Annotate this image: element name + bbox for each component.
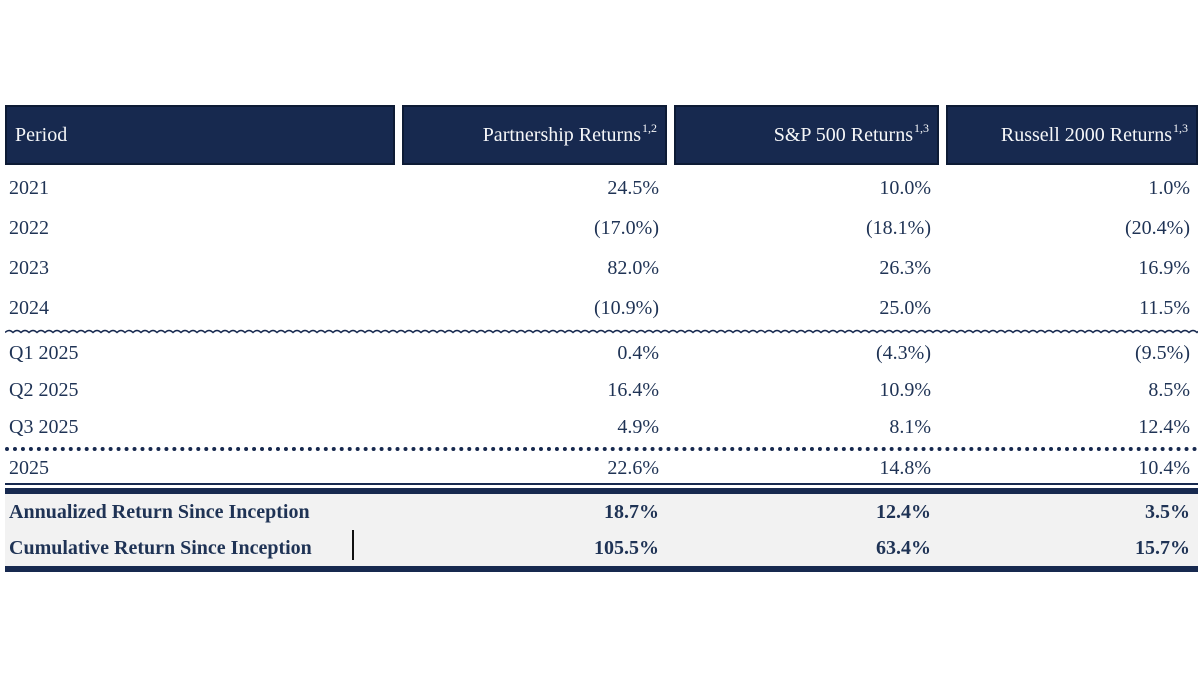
sp500-cell: (4.3%) (876, 342, 931, 364)
russell2000-cell: 8.5% (1148, 379, 1190, 401)
column-header-period: Period (5, 105, 395, 165)
partnership-cell: 0.4% (617, 342, 659, 364)
russell2000-cell: (20.4%) (1125, 216, 1190, 239)
column-header-russell2000-returns: Russell 2000 Returns 1,3 (946, 105, 1198, 165)
russell2000-cell: 3.5% (1145, 500, 1190, 523)
period-cell: 2024 (9, 296, 49, 319)
sp500-cell: 8.1% (889, 416, 931, 438)
period-cell: Q1 2025 (9, 342, 79, 364)
table-row: Q1 2025 0.4% (4.3%) (9.5%) (5, 335, 1198, 372)
russell2000-cell: 12.4% (1138, 416, 1190, 438)
table-row: Q2 2025 16.4% 10.9% 8.5% (5, 372, 1198, 409)
russell2000-cell: 10.4% (1138, 456, 1190, 479)
column-header-partnership-returns: Partnership Returns 1,2 (402, 105, 667, 165)
partnership-cell: (10.9%) (594, 296, 659, 319)
sp500-cell: 10.0% (879, 176, 931, 199)
column-header-label: Period (15, 123, 68, 146)
column-header-label: Russell 2000 Returns (1000, 123, 1172, 146)
table-header-row: Period Partnership Returns 1,2 S&P 500 Re… (5, 105, 1198, 165)
sp500-cell: (18.1%) (866, 216, 931, 239)
partnership-cell: 22.6% (607, 456, 659, 479)
table-row-annualized: Annualized Return Since Inception 18.7% … (5, 494, 1198, 530)
table-row: 2021 24.5% 10.0% 1.0% (5, 168, 1198, 208)
table-row: 2023 82.0% 26.3% 16.9% (5, 248, 1198, 288)
partnership-cell: 4.9% (617, 416, 659, 438)
period-cell: 2022 (9, 216, 49, 239)
summary-section: Annualized Return Since Inception 18.7% … (5, 494, 1198, 566)
period-cell: Cumulative Return Since Inception (9, 536, 312, 559)
partnership-cell: 16.4% (607, 379, 659, 401)
period-cell: 2025 (9, 456, 49, 479)
russell2000-cell: 16.9% (1138, 256, 1190, 279)
sp500-cell: 25.0% (879, 296, 931, 319)
table-row-ytd: 2025 22.6% 14.8% 10.4% (5, 453, 1198, 483)
table-row: 2022 (17.0%) (18.1%) (20.4%) (5, 208, 1198, 248)
returns-table: Period Partnership Returns 1,2 S&P 500 Re… (4, 105, 1200, 572)
sp500-cell: 10.9% (879, 379, 931, 401)
period-cell: 2021 (9, 176, 49, 199)
russell2000-cell: 11.5% (1139, 296, 1190, 319)
text-cursor (352, 530, 354, 560)
russell2000-cell: 1.0% (1148, 176, 1190, 199)
table-row: Q3 2025 4.9% 8.1% 12.4% (5, 409, 1198, 446)
wavy-divider (4, 328, 1200, 335)
russell2000-cell: (9.5%) (1135, 342, 1190, 364)
partnership-cell: (17.0%) (594, 216, 659, 239)
partnership-cell: 24.5% (607, 176, 659, 199)
partnership-cell: 105.5% (594, 536, 659, 559)
thick-rule-top (5, 488, 1198, 494)
thin-rule (5, 483, 1198, 485)
period-cell: Q3 2025 (9, 416, 79, 438)
period-cell: Q2 2025 (9, 379, 79, 401)
sp500-cell: 14.8% (879, 456, 931, 479)
rule-gap (5, 485, 1198, 488)
table-row-cumulative: Cumulative Return Since Inception 105.5%… (5, 530, 1198, 566)
table-row: 2024 (10.9%) 25.0% 11.5% (5, 288, 1198, 328)
dotted-divider (5, 447, 1198, 451)
period-cell: Annualized Return Since Inception (9, 500, 310, 523)
column-header-sp500-returns: S&P 500 Returns 1,3 (674, 105, 939, 165)
thick-rule-bottom (5, 566, 1198, 572)
column-header-label: S&P 500 Returns (773, 123, 913, 146)
russell2000-cell: 15.7% (1135, 536, 1190, 559)
period-cell: 2023 (9, 256, 49, 279)
partnership-cell: 82.0% (607, 256, 659, 279)
column-header-label: Partnership Returns (482, 123, 641, 146)
partnership-cell: 18.7% (604, 500, 659, 523)
sp500-cell: 12.4% (876, 500, 931, 523)
sp500-cell: 63.4% (876, 536, 931, 559)
sp500-cell: 26.3% (879, 256, 931, 279)
